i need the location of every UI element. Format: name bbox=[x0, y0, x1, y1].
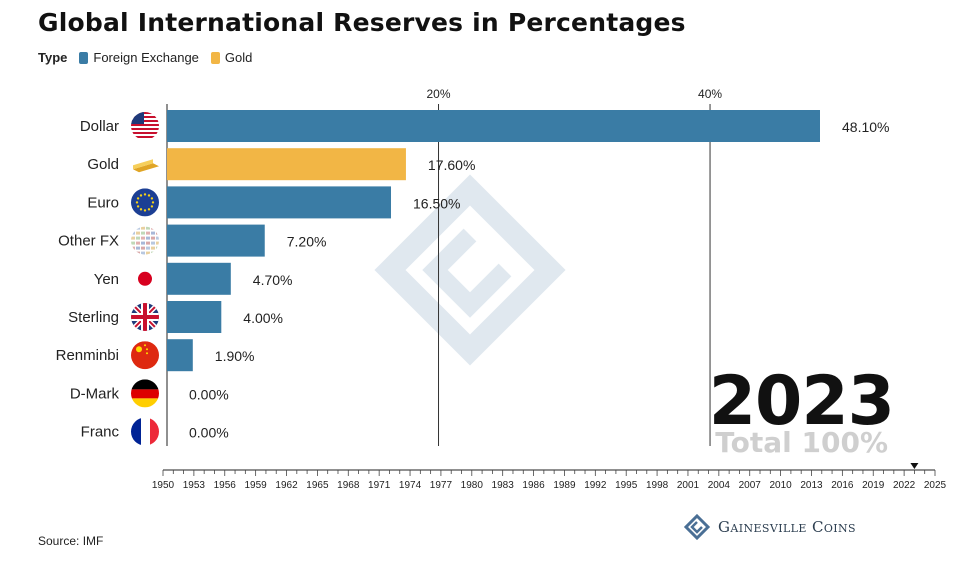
timeline-year-label: 2007 bbox=[739, 480, 762, 491]
category-label: Franc bbox=[81, 424, 120, 441]
value-label: 0.00% bbox=[189, 425, 229, 441]
timeline-year-label: 1992 bbox=[584, 480, 607, 491]
timeline-year-label: 1962 bbox=[275, 480, 298, 491]
timeline-year-label: 2025 bbox=[924, 480, 947, 491]
timeline-year-label: 2013 bbox=[800, 480, 823, 491]
timeline-year-label: 2019 bbox=[862, 480, 885, 491]
timeline-year-label: 1995 bbox=[615, 480, 638, 491]
us-flag-icon bbox=[131, 112, 159, 138]
legend-label-gold: Gold bbox=[224, 50, 253, 65]
bar-gold bbox=[167, 148, 406, 181]
category-label: D-Mark bbox=[70, 385, 120, 402]
timeline-year-label: 1986 bbox=[522, 480, 545, 491]
category-label: Sterling bbox=[68, 309, 119, 326]
timeline-year-label: 1983 bbox=[492, 480, 515, 491]
germany-flag-icon bbox=[131, 379, 159, 408]
chart-title: Global International Reserves in Percent… bbox=[38, 8, 686, 37]
category-label: Euro bbox=[87, 194, 119, 211]
bar-other-fx bbox=[167, 224, 265, 257]
china-flag-icon bbox=[131, 341, 159, 370]
timeline-year-label: 1980 bbox=[461, 480, 484, 491]
france-flag-icon bbox=[131, 417, 159, 446]
brand-name: Gainesville Coins bbox=[718, 518, 856, 536]
category-label: Yen bbox=[94, 271, 119, 288]
timeline-year-label: 1971 bbox=[368, 480, 391, 491]
x-tick-label: 20% bbox=[427, 87, 451, 101]
gold-bar-icon bbox=[133, 159, 159, 173]
legend-item-foreign-exchange: Foreign Exchange bbox=[79, 50, 199, 65]
watermark-logo-icon bbox=[374, 174, 566, 366]
mixed-flags-icon bbox=[131, 226, 159, 255]
bar-euro bbox=[167, 186, 392, 219]
value-label: 4.70% bbox=[253, 272, 293, 288]
timeline-year-label: 1950 bbox=[152, 480, 175, 491]
bar-renminbi bbox=[167, 339, 193, 372]
total-display: Total 100% bbox=[715, 426, 888, 459]
bar-yen bbox=[167, 262, 231, 295]
timeline-year-label: 1953 bbox=[183, 480, 206, 491]
value-label: 16.50% bbox=[413, 195, 460, 211]
timeline-marker-icon bbox=[910, 463, 919, 469]
current-year-display: 2023 bbox=[708, 362, 895, 441]
brand-logo: Gainesville Coins bbox=[684, 514, 856, 540]
timeline-year-label: 1989 bbox=[553, 480, 576, 491]
value-label: 0.00% bbox=[189, 386, 229, 402]
value-label: 48.10% bbox=[842, 119, 889, 135]
timeline-year-label: 2016 bbox=[831, 480, 854, 491]
x-tick-label: 40% bbox=[698, 87, 722, 101]
legend-type-label: Type bbox=[38, 50, 68, 65]
timeline-year-label: 1998 bbox=[646, 480, 669, 491]
timeline-year-label: 1968 bbox=[337, 480, 360, 491]
timeline-year-label: 1977 bbox=[430, 480, 453, 491]
value-label: 17.60% bbox=[428, 157, 475, 173]
timeline-year-label: 1959 bbox=[245, 480, 268, 491]
timeline-year-label: 2022 bbox=[893, 480, 916, 491]
timeline-year-label: 1965 bbox=[306, 480, 329, 491]
category-label: Dollar bbox=[80, 118, 119, 135]
source-note: Source: IMF bbox=[38, 534, 104, 548]
timeline-year-label: 2010 bbox=[769, 480, 792, 491]
value-label: 4.00% bbox=[243, 310, 283, 326]
category-label: Renminbi bbox=[56, 347, 119, 364]
gainesville-logo-icon bbox=[684, 514, 710, 540]
legend: Type Foreign Exchange Gold bbox=[38, 50, 258, 65]
category-label: Other FX bbox=[58, 233, 119, 250]
uk-flag-icon bbox=[131, 303, 159, 331]
bar-sterling bbox=[167, 301, 222, 333]
legend-item-gold: Gold bbox=[210, 50, 253, 65]
eu-flag-icon bbox=[131, 188, 159, 217]
legend-swatch-foreign-exchange bbox=[79, 51, 89, 64]
timeline-year-label: 1974 bbox=[399, 480, 422, 491]
timeline-year-label: 1956 bbox=[214, 480, 237, 491]
japan-flag-icon bbox=[131, 264, 159, 293]
value-label: 1.90% bbox=[215, 348, 255, 364]
timeline-year-label: 2001 bbox=[677, 480, 700, 491]
legend-label-foreign-exchange: Foreign Exchange bbox=[93, 50, 199, 65]
value-label: 7.20% bbox=[287, 234, 327, 250]
category-label: Gold bbox=[87, 156, 119, 173]
timeline-year-label: 2004 bbox=[708, 480, 731, 491]
bar-dollar bbox=[167, 110, 820, 142]
legend-swatch-gold bbox=[210, 51, 220, 64]
